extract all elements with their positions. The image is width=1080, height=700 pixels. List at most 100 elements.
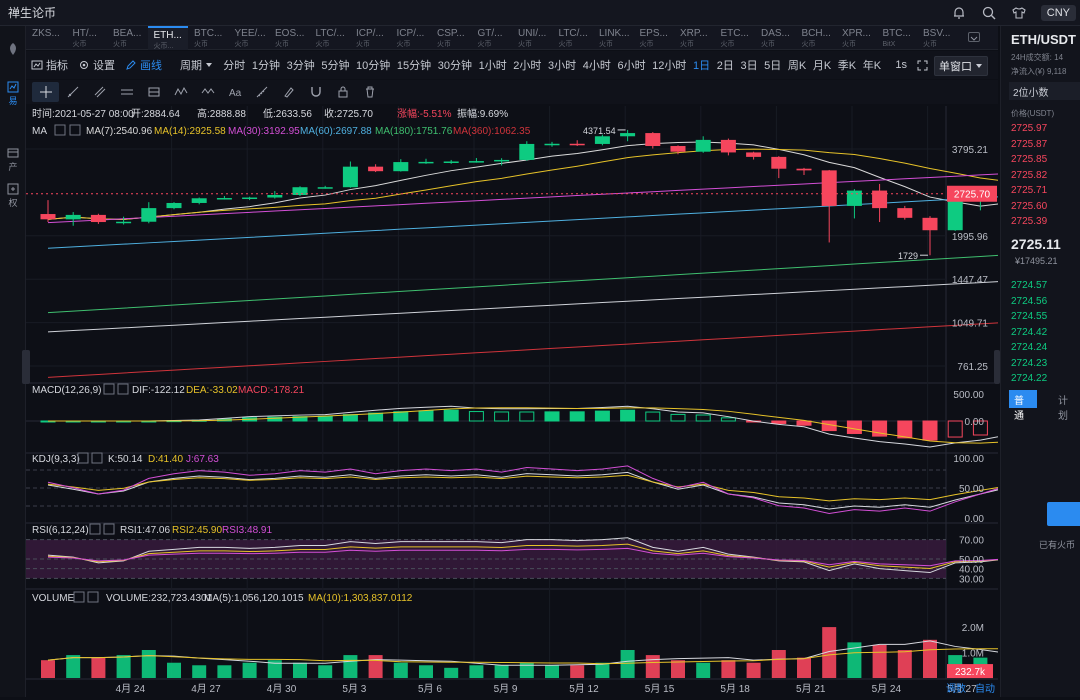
channel-icon[interactable] xyxy=(140,82,167,102)
zigzag-icon[interactable] xyxy=(194,82,221,102)
symbol-tab[interactable]: HT/... 火币 xyxy=(67,26,108,50)
ask-price[interactable]: 2725.71 xyxy=(1011,185,1048,196)
trash-icon[interactable] xyxy=(356,82,383,102)
window-mode-select[interactable]: 单窗口 xyxy=(934,56,988,76)
ask-price[interactable]: 2725.87 xyxy=(1011,138,1048,150)
interval-option[interactable]: 4小时 xyxy=(582,60,611,72)
ask-price[interactable]: 2725.60 xyxy=(1011,200,1048,212)
symbol-tab[interactable]: ICP/... 火币 xyxy=(350,26,391,50)
symbol-tab[interactable]: LTC/... 火币 xyxy=(310,26,351,50)
bell-icon[interactable] xyxy=(951,5,967,21)
interval-option[interactable]: 30分钟 xyxy=(437,60,472,72)
bid-price[interactable]: 2724.56 xyxy=(1011,295,1048,307)
volume-bar xyxy=(872,644,887,678)
expand-icon[interactable] xyxy=(912,60,933,71)
tab-plan[interactable]: 计划 xyxy=(1058,396,1068,422)
symbol-tab[interactable]: XRP... 火币 xyxy=(674,26,715,50)
symbol-tab[interactable]: BSV... 火币 xyxy=(917,26,958,50)
precision-select[interactable]: 2位小数 xyxy=(1009,82,1080,100)
macd-bar xyxy=(468,411,484,422)
symbol-tab[interactable]: ETH... 火币... xyxy=(147,25,188,50)
trendline-icon[interactable] xyxy=(59,82,86,102)
interval-option[interactable]: 周K xyxy=(787,60,807,72)
interval-option[interactable]: 10分钟 xyxy=(356,60,391,72)
text-tool-icon[interactable]: Aa xyxy=(221,82,248,102)
symbol-tab[interactable]: UNI/... 火币 xyxy=(512,26,553,50)
period-button[interactable]: 周期 xyxy=(175,57,218,73)
parallel-lines-icon[interactable] xyxy=(86,82,113,102)
symbol-tab[interactable]: ETC... 火币 xyxy=(715,26,756,50)
symbol-tab[interactable]: BEA... 火币 xyxy=(107,26,148,50)
buy-button[interactable] xyxy=(1047,502,1080,526)
interval-option[interactable]: 1小时 xyxy=(478,60,507,72)
ma-legend-item: MA(60):2697.88 xyxy=(300,126,372,137)
ask-price[interactable]: 2725.82 xyxy=(1011,169,1048,181)
left-scroll-handle[interactable] xyxy=(22,350,30,384)
lock-icon[interactable] xyxy=(329,82,356,102)
bid-price[interactable]: 2724.23 xyxy=(1011,357,1048,369)
interval-option[interactable]: 5日 xyxy=(764,60,782,72)
interval-option[interactable]: 2小时 xyxy=(513,60,542,72)
crosshair-icon[interactable] xyxy=(32,82,59,102)
indicators-button[interactable]: 指标 xyxy=(26,57,73,73)
bid-price[interactable]: 2724.55 xyxy=(1011,311,1048,322)
symbol-tab[interactable]: GT/... 火币 xyxy=(472,26,513,50)
horizontal-line-icon[interactable] xyxy=(113,82,140,102)
tabs-more-icon[interactable] xyxy=(968,32,980,42)
bid-price[interactable]: 2724.42 xyxy=(1011,326,1048,338)
nav-item-trade[interactable]: 易 xyxy=(0,76,26,110)
seconds-button[interactable]: 1s xyxy=(895,59,907,71)
settings-button[interactable]: 设置 xyxy=(73,57,120,73)
ask-price[interactable]: 2725.85 xyxy=(1011,154,1048,165)
interval-option[interactable]: 5分钟 xyxy=(321,60,350,72)
interval-option[interactable]: 3分钟 xyxy=(286,60,315,72)
bid-price[interactable]: 2724.24 xyxy=(1011,342,1048,353)
brush-icon[interactable] xyxy=(275,82,302,102)
symbol-tab[interactable]: BCH... 火币 xyxy=(796,26,837,50)
symbol-tab[interactable]: BTC... BitX xyxy=(877,26,918,50)
interval-option[interactable]: 月K xyxy=(812,60,832,72)
ask-price[interactable]: 2725.39 xyxy=(1011,216,1048,227)
ruler-icon[interactable] xyxy=(248,82,275,102)
interval-option[interactable]: 3日 xyxy=(740,60,758,72)
interval-option[interactable]: 12小时 xyxy=(652,60,687,72)
currency-selector[interactable]: CNY xyxy=(1040,5,1076,21)
symbol-tab[interactable]: ZKS... xyxy=(26,26,67,50)
interval-option[interactable]: 年K xyxy=(862,60,882,72)
symbol-tab[interactable]: EPS... 火币 xyxy=(634,26,675,50)
bid-price[interactable]: 2724.22 xyxy=(1011,373,1048,384)
adjust-toggle[interactable]: 调数 xyxy=(946,682,966,695)
auto-toggle[interactable]: 自动 xyxy=(975,682,995,695)
bid-price[interactable]: 2724.57 xyxy=(1011,280,1048,291)
nav-item-rights[interactable]: 权 xyxy=(0,178,26,212)
nav-item-assets[interactable]: 产 xyxy=(0,142,26,176)
candle-up xyxy=(191,198,207,203)
right-scroll-handle[interactable] xyxy=(994,350,1000,384)
tab-normal[interactable]: 普通 xyxy=(1009,390,1037,422)
search-icon[interactable] xyxy=(981,5,997,21)
chart-svg[interactable]: 3795.21 1995.96 1447.47 1049.71 761.25 2725.7… xyxy=(26,106,1039,697)
interval-option[interactable]: 2日 xyxy=(716,60,734,72)
symbol-tab[interactable]: EOS... 火币 xyxy=(269,26,310,50)
chart-area[interactable]: 3795.21 1995.96 1447.47 1049.71 761.25 2725.7… xyxy=(26,106,1039,697)
shirt-icon[interactable] xyxy=(1011,5,1027,21)
symbol-tab[interactable]: YEE/... 火币 xyxy=(229,26,270,50)
symbol-tab[interactable]: XPR... 火币 xyxy=(836,26,877,50)
interval-option[interactable]: 季K xyxy=(837,60,857,72)
interval-option[interactable]: 6小时 xyxy=(617,60,646,72)
fibonacci-icon[interactable] xyxy=(167,82,194,102)
ask-price[interactable]: 2725.97 xyxy=(1011,123,1048,134)
symbol-tab[interactable]: CSP... 火币 xyxy=(431,26,472,50)
draw-button[interactable]: 画线 xyxy=(120,57,167,73)
interval-option[interactable]: 15分钟 xyxy=(396,60,432,72)
interval-option[interactable]: 1分钟 xyxy=(251,60,281,72)
symbol-tab[interactable]: BTC... 火币 xyxy=(188,26,229,50)
symbol-tab[interactable]: LTC/... 火币 xyxy=(553,26,594,50)
interval-option[interactable]: 3小时 xyxy=(548,60,577,72)
symbol-tab[interactable]: DAS... 火币 xyxy=(755,26,796,50)
symbol-tab[interactable]: LINK... 火币 xyxy=(593,26,634,50)
symbol-tab[interactable]: ICP/... 火币 xyxy=(391,26,432,50)
magnet-icon[interactable] xyxy=(302,82,329,102)
interval-option[interactable]: 分时 xyxy=(223,60,246,72)
interval-option[interactable]: 1日 xyxy=(693,60,711,72)
